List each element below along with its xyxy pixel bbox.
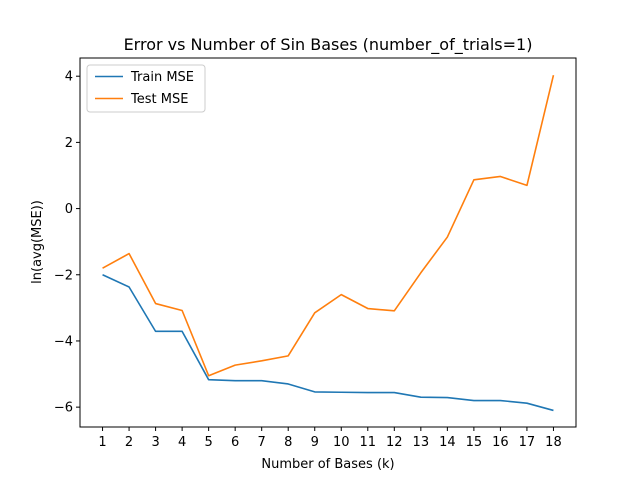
plot-frame: [79, 57, 577, 428]
x-tick-label: 14: [439, 435, 456, 450]
x-tick-label: 5: [205, 435, 213, 450]
x-tick-label: 3: [151, 435, 159, 450]
x-tick-label: 13: [413, 435, 430, 450]
x-tick-label: 1: [98, 435, 106, 450]
legend-label-1: Train MSE: [130, 70, 194, 85]
legend: Train MSE Test MSE: [86, 64, 206, 113]
x-tick-label: 11: [360, 435, 377, 450]
x-tick-label: 8: [284, 435, 292, 450]
series-line-2: [102, 75, 555, 377]
x-tick-label: 9: [311, 435, 319, 450]
x-tick-label: 10: [333, 435, 350, 450]
y-tick-label: 0: [65, 202, 73, 217]
x-tick-label: 16: [492, 435, 509, 450]
y-tick-label: −6: [54, 401, 73, 416]
chart-title: Error vs Number of Sin Bases (number_of_…: [124, 35, 533, 55]
x-axis: 1 2 3 4 5 6 7 8 9 10 11 12 13 14 15 16 17 18: [98, 427, 562, 450]
series-layer: [102, 75, 555, 412]
x-tick-label: 2: [125, 435, 133, 450]
y-axis-label: ln(avg(MSE)): [30, 200, 45, 284]
x-tick-label: 15: [466, 435, 483, 450]
legend-label-2: Test MSE: [130, 92, 188, 107]
y-axis: −6 −4 −2 0 2 4: [54, 70, 80, 416]
series-line-1: [102, 274, 554, 412]
y-tick-label: −4: [54, 334, 73, 349]
x-tick-label: 12: [386, 435, 403, 450]
x-tick-label: 7: [258, 435, 266, 450]
x-axis-label: Number of Bases (k): [261, 457, 394, 472]
y-tick-label: 4: [65, 70, 73, 85]
x-tick-label: 6: [231, 435, 239, 450]
x-tick-label: 4: [178, 435, 186, 450]
x-tick-label: 18: [545, 435, 562, 450]
y-tick-label: −2: [54, 268, 73, 283]
y-tick-label: 2: [65, 136, 73, 151]
x-tick-label: 17: [519, 435, 536, 450]
